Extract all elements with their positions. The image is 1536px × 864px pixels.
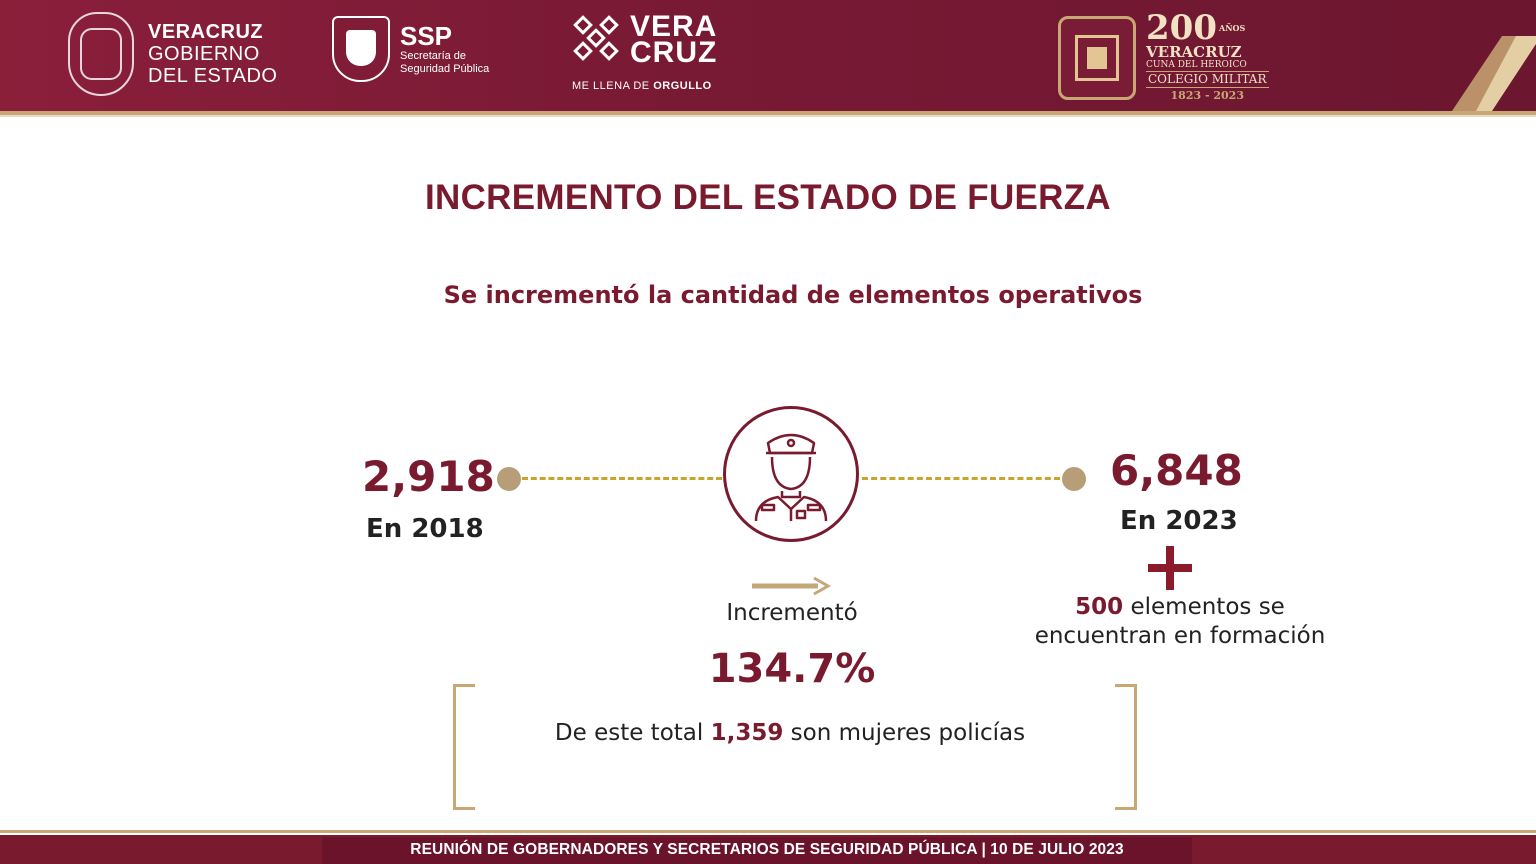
right-arrow-icon <box>752 576 832 596</box>
footer-gold-line <box>0 830 1536 833</box>
gov-logo-line2: GOBIERNO <box>148 43 260 65</box>
ssp-acronym: SSP <box>400 21 453 51</box>
stat-2023-label: En 2023 <box>1120 506 1238 536</box>
bicent-years-word: AÑOS <box>1218 23 1246 33</box>
slide-subtitle: Se incrementó la cantidad de elementos o… <box>443 281 1143 309</box>
stat-2018-label: En 2018 <box>366 514 484 544</box>
veracruz-government-logo: VERACRUZ GOBIERNO DEL ESTADO <box>68 12 277 96</box>
plus-icon <box>1148 546 1192 590</box>
header-light-line <box>0 115 1536 117</box>
timeline-dash-left <box>522 477 722 480</box>
timeline-start-dot <box>497 467 521 491</box>
gov-logo-line1: VERACRUZ <box>148 21 264 43</box>
right-bracket <box>1115 684 1137 810</box>
tagline-prefix: ME LLENA DE <box>572 80 654 92</box>
footer-caption-box <box>322 837 1192 864</box>
women-suffix: son mujeres policías <box>783 720 1026 746</box>
police-officer-badge <box>723 406 859 542</box>
timeline-dash-right <box>862 477 1060 480</box>
bicent-cuna: CUNA DEL HEROICO <box>1146 60 1247 70</box>
left-bracket <box>453 684 475 810</box>
stat-2018-value: 2,918 <box>362 452 495 501</box>
increase-value: 134.7% <box>708 646 876 692</box>
header-gold-line <box>0 111 1536 115</box>
bicent-college: COLEGIO MILITAR <box>1146 71 1269 88</box>
training-text-a: elementos se <box>1123 594 1285 620</box>
timeline-end-dot <box>1062 467 1086 491</box>
ssp-line2: Seguridad Pública <box>400 63 490 75</box>
veracruz-pattern-icon <box>572 14 624 66</box>
women-prefix: De este total <box>554 720 711 746</box>
state-seal-icon <box>68 12 134 96</box>
bicentennial-emblem-icon <box>1058 16 1136 100</box>
bicent-state: VERACRUZ <box>1146 43 1242 61</box>
slide-title: INCREMENTO DEL ESTADO DE FUERZA <box>424 178 1111 217</box>
women-count: 1,359 <box>710 720 784 746</box>
ssp-shield-icon <box>332 16 390 82</box>
ssp-line1: Secretaría de <box>400 50 467 62</box>
tagline-bold: ORGULLO <box>653 80 712 92</box>
bicent-years: 1823 - 2023 <box>1170 89 1244 102</box>
header-bar <box>0 0 1536 111</box>
ssp-logo: SSP Secretaría de Seguridad Pública <box>332 16 489 82</box>
bicentennial-logo: 200 AÑOS VERACRUZ CUNA DEL HEROICO COLEGI… <box>1058 11 1269 104</box>
training-count: 500 <box>1075 594 1124 620</box>
corner-stripe-decoration <box>1452 36 1536 111</box>
veracruz-word-line2: CRUZ <box>630 36 718 69</box>
veracruz-tagline: ME LLENA DE ORGULLO <box>572 80 712 92</box>
gov-logo-line3: DEL ESTADO <box>148 65 278 87</box>
bicent-number: 200 <box>1146 8 1217 48</box>
veracruz-word-line1: VERA <box>630 10 718 43</box>
footer-caption: REUNIÓN DE GOBERNADORES Y SECRETARIOS DE… <box>410 841 1124 858</box>
veracruz-brand-logo: VERA CRUZ ME LLENA DE ORGULLO <box>572 10 718 93</box>
increase-label: Incrementó <box>726 600 858 626</box>
stat-2023-value: 6,848 <box>1110 446 1243 495</box>
police-officer-icon <box>754 433 828 522</box>
women-officers-note: De este total 1,359 son mujeres policías <box>480 720 1100 746</box>
training-text-b: encuentran en formación <box>1034 623 1326 649</box>
training-note: 500 elementos se encuentran en formación <box>990 593 1370 651</box>
